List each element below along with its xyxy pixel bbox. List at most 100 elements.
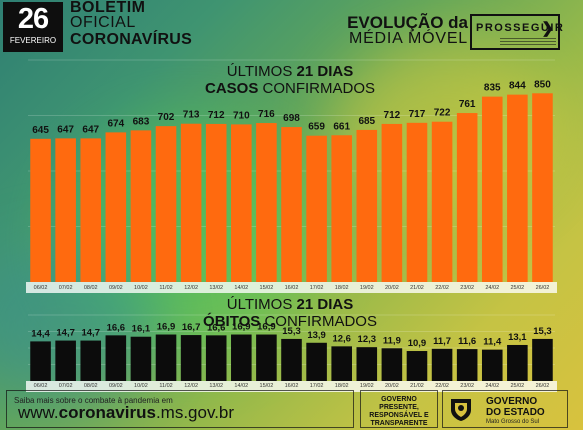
cases-heading-line-2: CASOS CONFIRMADOS xyxy=(204,80,375,97)
cases-value-label: 712 xyxy=(384,110,401,121)
cases-value-label: 835 xyxy=(484,83,501,94)
cases-value-label: 717 xyxy=(409,109,426,120)
date-day: 26 xyxy=(17,3,49,35)
prosseguir-wordmark: PROSSEGUIR xyxy=(476,22,565,34)
footer-slogan-box xyxy=(360,390,438,428)
deaths-bar xyxy=(256,334,277,381)
title-line-3: CORONAVÍRUS xyxy=(70,31,193,48)
cases-bar xyxy=(105,132,127,282)
cases-bar xyxy=(30,138,51,282)
deaths-bar xyxy=(356,347,378,381)
state-government-name: GOVERNO DO ESTADO xyxy=(486,396,545,418)
government-slogan: GOVERNO PRESENTE, RESPONSÁVEL E TRANSPAR… xyxy=(369,396,429,427)
deaths-bar xyxy=(331,346,352,381)
cases-bar xyxy=(155,126,177,282)
cases-value-label: 710 xyxy=(233,110,250,121)
cases-value-label: 844 xyxy=(509,81,526,92)
deaths-bar xyxy=(155,334,177,381)
state-name: Mato Grosso do Sul xyxy=(486,419,540,425)
deaths-value-label: 14,4 xyxy=(31,328,50,339)
cases-bar xyxy=(55,138,76,282)
cases-value-label: 645 xyxy=(32,125,49,136)
cases-value-label: 674 xyxy=(107,118,124,129)
deaths-bar xyxy=(180,335,202,381)
deaths-value-label: 11,9 xyxy=(383,335,401,346)
deaths-value-label: 14,7 xyxy=(56,328,75,339)
deaths-bar xyxy=(306,342,327,381)
deaths-date-label: 25/02 xyxy=(510,383,524,389)
deaths-date-label: 17/02 xyxy=(310,383,324,389)
cases-date-label: 16/02 xyxy=(285,285,299,291)
deaths-bar xyxy=(281,338,302,381)
deaths-value-label: 13,1 xyxy=(508,332,527,343)
deaths-value-label: 11,6 xyxy=(458,336,476,347)
cases-value-label: 761 xyxy=(459,99,476,110)
cases-date-label: 15/02 xyxy=(260,285,274,291)
deaths-date-label: 20/02 xyxy=(385,383,399,389)
evolution-line-1: EVOLUÇÃO da xyxy=(347,13,468,32)
cases-bar xyxy=(331,135,352,282)
deaths-value-label: 16,1 xyxy=(132,324,151,335)
cases-value-label: 716 xyxy=(258,109,275,120)
cases-date-label: 24/02 xyxy=(485,285,499,291)
cases-value-label: 683 xyxy=(133,116,150,127)
cases-bar xyxy=(481,96,503,282)
cases-date-label: 23/02 xyxy=(460,285,474,291)
cases-value-label: 702 xyxy=(158,112,175,123)
deaths-heading-line-1: ÚLTIMOS 21 DIAS xyxy=(226,296,354,313)
cases-value-label: 698 xyxy=(283,113,300,124)
cases-date-label: 09/02 xyxy=(109,285,123,291)
cases-value-label: 713 xyxy=(183,110,200,121)
evolution-line-2: MÉDIA MÓVEL xyxy=(348,30,468,47)
deaths-value-label: 11,4 xyxy=(483,337,502,348)
cases-bar xyxy=(281,127,302,282)
cases-date-label: 18/02 xyxy=(335,285,349,291)
cases-axis-strip xyxy=(26,282,557,293)
cases-value-label: 661 xyxy=(333,121,350,132)
deaths-value-label: 15,3 xyxy=(282,326,301,337)
title-line-1: BOLETIM xyxy=(70,0,146,16)
deaths-value-label: 10,9 xyxy=(408,338,427,349)
website-link[interactable]: www.coronavirus.ms.gov.br xyxy=(18,403,235,422)
cases-bar xyxy=(507,94,528,282)
cases-date-label: 26/02 xyxy=(536,285,550,291)
cases-heading-line-1: ÚLTIMOS 21 DIAS xyxy=(226,63,354,80)
deaths-bar xyxy=(30,341,51,381)
cases-bar xyxy=(356,129,378,282)
deaths-date-label: 08/02 xyxy=(84,383,98,389)
cases-date-label: 21/02 xyxy=(410,285,424,291)
deaths-value-label: 12,3 xyxy=(358,334,377,345)
cases-value-label: 647 xyxy=(57,124,74,135)
cases-date-label: 06/02 xyxy=(34,285,48,291)
deaths-date-label: 22/02 xyxy=(435,383,449,389)
deaths-value-label: 13,9 xyxy=(307,330,326,341)
deaths-value-label: 16,9 xyxy=(257,322,276,333)
cases-date-label: 11/02 xyxy=(159,285,172,291)
deaths-bar xyxy=(406,351,428,381)
deaths-date-label: 21/02 xyxy=(410,383,424,389)
footer-info-text: Saiba mais sobre o combate à pandemia em xyxy=(14,396,173,405)
deaths-value-label: 16,7 xyxy=(182,322,201,333)
date-badge: 26 FEVEREIRO xyxy=(3,2,63,52)
deaths-value-label: 11,7 xyxy=(433,336,451,347)
cases-bar xyxy=(80,138,102,282)
deaths-heading: ÚLTIMOS 21 DIAS ÓBITOS CONFIRMADOS xyxy=(170,296,410,330)
cases-bar xyxy=(381,123,403,282)
title-line-2: OFICIAL xyxy=(70,14,136,31)
deaths-date-label: 10/02 xyxy=(134,383,148,389)
deaths-date-label: 13/02 xyxy=(209,383,223,389)
deaths-date-label: 16/02 xyxy=(285,383,299,389)
deaths-date-label: 18/02 xyxy=(335,383,349,389)
deaths-value-label: 12,6 xyxy=(332,333,351,344)
cases-date-label: 19/02 xyxy=(360,285,374,291)
deaths-bar xyxy=(381,348,403,381)
cases-date-label: 07/02 xyxy=(59,285,73,291)
cases-value-label: 850 xyxy=(534,79,551,90)
state-crest-icon xyxy=(451,399,471,421)
cases-value-label: 712 xyxy=(208,110,225,121)
footer-state-box xyxy=(442,390,568,428)
deaths-date-label: 24/02 xyxy=(485,383,499,389)
deaths-axis-strip xyxy=(26,381,557,392)
